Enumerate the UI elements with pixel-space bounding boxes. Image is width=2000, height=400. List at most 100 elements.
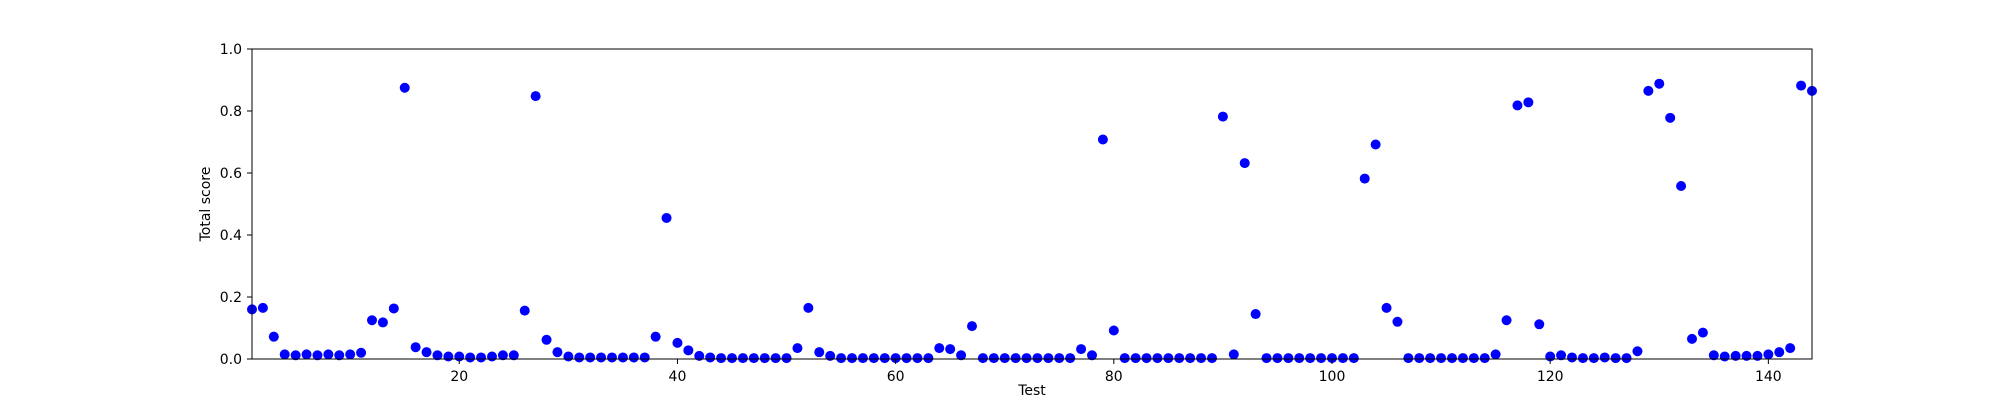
data-point — [1403, 353, 1414, 364]
data-point — [1217, 111, 1228, 122]
data-point — [988, 353, 999, 364]
data-point — [1447, 353, 1457, 364]
data-point — [1665, 112, 1676, 123]
data-point — [563, 351, 574, 362]
data-point — [1687, 333, 1697, 344]
data-point — [1621, 353, 1632, 364]
data-point — [705, 352, 716, 363]
data-point — [923, 353, 934, 364]
data-point — [1752, 350, 1763, 361]
data-point — [290, 350, 301, 361]
data-point — [541, 334, 552, 345]
data-point — [956, 350, 967, 361]
data-point — [1719, 351, 1730, 362]
data-point — [868, 353, 879, 364]
data-point — [737, 353, 748, 364]
data-point — [1577, 353, 1588, 364]
data-point — [334, 350, 345, 361]
data-point — [497, 350, 508, 361]
data-point — [367, 315, 377, 326]
data-point — [727, 353, 737, 364]
data-point — [1054, 353, 1065, 364]
data-point — [1523, 97, 1534, 108]
data-point — [312, 350, 323, 361]
data-point — [1239, 158, 1250, 169]
x-axis-ticks: 20 40 60 80 100 120 140 — [450, 359, 1782, 385]
data-point — [1076, 344, 1087, 355]
data-point — [1141, 353, 1152, 364]
data-point — [356, 347, 367, 358]
data-point — [803, 302, 814, 313]
data-point — [1643, 85, 1654, 96]
data-point — [1087, 350, 1097, 361]
data-point — [432, 350, 443, 361]
data-point — [279, 349, 290, 360]
data-point — [487, 351, 497, 362]
data-point — [1556, 350, 1567, 361]
axes-frame — [251, 48, 1813, 360]
data-point — [617, 352, 628, 363]
data-point — [1043, 353, 1054, 364]
y-tick-label: 0.8 — [220, 104, 242, 120]
data-point — [1010, 353, 1021, 364]
data-point — [1588, 353, 1599, 364]
data-point — [759, 353, 770, 364]
data-point — [683, 345, 694, 356]
data-point — [1741, 350, 1752, 361]
data-point — [1021, 353, 1032, 364]
data-point — [901, 353, 912, 364]
data-point — [1130, 353, 1141, 364]
data-point — [585, 352, 596, 363]
data-point — [912, 353, 923, 364]
data-point — [399, 82, 410, 93]
data-point — [999, 353, 1010, 364]
data-point — [825, 350, 836, 361]
data-point — [814, 347, 825, 358]
data-point — [508, 350, 519, 361]
data-point — [465, 352, 476, 363]
data-point — [977, 353, 988, 364]
data-point — [1250, 309, 1261, 320]
x-tick-label: 80 — [1105, 369, 1123, 385]
data-point — [890, 353, 901, 364]
plot-area — [247, 48, 1817, 364]
data-point — [1697, 327, 1708, 338]
data-point — [1185, 353, 1196, 364]
data-point — [1774, 347, 1785, 358]
data-point — [650, 331, 661, 342]
data-point — [781, 353, 792, 364]
data-point — [530, 91, 541, 102]
data-point — [945, 344, 956, 355]
data-point — [1108, 325, 1119, 336]
data-point — [716, 353, 727, 364]
data-point — [1567, 352, 1577, 363]
data-point — [257, 302, 268, 313]
data-point — [1501, 315, 1512, 326]
data-point — [410, 342, 421, 353]
data-point — [443, 351, 454, 362]
data-point — [1425, 353, 1436, 364]
data-point — [1327, 353, 1337, 364]
data-point — [301, 349, 312, 360]
data-point — [1512, 100, 1523, 111]
data-point — [1283, 353, 1294, 364]
data-point — [857, 353, 868, 364]
y-axis-ticks: 0.0 0.2 0.4 0.6 0.8 1.0 — [220, 42, 252, 368]
data-point — [1479, 353, 1490, 364]
x-tick-label: 20 — [450, 369, 468, 385]
data-point — [552, 347, 563, 358]
data-point — [847, 353, 857, 364]
data-point — [1305, 353, 1316, 364]
y-tick-label: 0.2 — [220, 290, 242, 306]
data-point — [345, 349, 356, 360]
data-point — [476, 352, 487, 363]
data-point — [1490, 349, 1501, 360]
data-point — [1065, 353, 1076, 364]
data-point — [1207, 353, 1217, 364]
data-point — [1468, 353, 1479, 364]
data-point — [1457, 353, 1468, 364]
data-point — [268, 331, 279, 342]
data-point — [1708, 350, 1719, 361]
y-tick-label: 0.4 — [220, 228, 242, 244]
